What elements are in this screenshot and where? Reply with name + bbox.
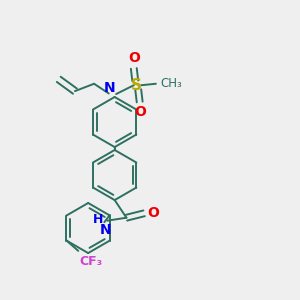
Text: CF₃: CF₃ [80, 255, 103, 268]
Text: CH₃: CH₃ [160, 77, 182, 90]
Text: O: O [134, 105, 146, 119]
Text: N: N [103, 81, 115, 94]
Text: H: H [92, 213, 103, 226]
Text: S: S [131, 78, 142, 93]
Text: N: N [100, 223, 112, 237]
Text: O: O [128, 52, 140, 65]
Text: O: O [147, 206, 159, 220]
